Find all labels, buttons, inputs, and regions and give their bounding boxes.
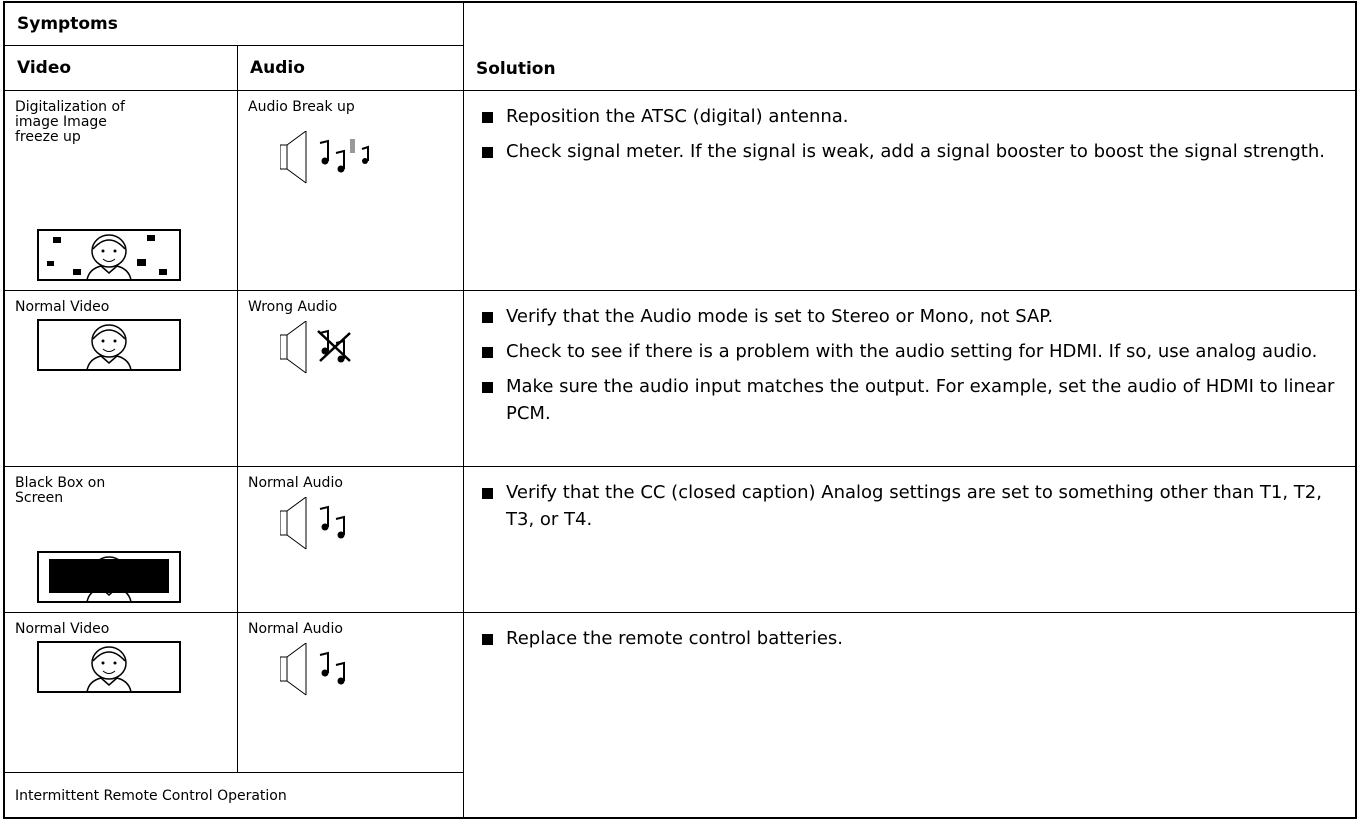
solution-cell: Verify that the CC (closed caption) Anal… <box>463 466 1357 613</box>
audio-text: Audio Break up <box>248 99 355 115</box>
video-cell: Digitalization of image Image freeze up <box>4 90 238 291</box>
solution-item: Verify that the Audio mode is set to Ste… <box>482 303 1336 330</box>
audio-icon <box>280 643 346 696</box>
audio-icon <box>280 321 351 374</box>
audio-text: Normal Audio <box>248 475 343 491</box>
video-icon <box>37 551 181 603</box>
audio-text: Wrong Audio <box>248 299 338 315</box>
video-text: Normal Video <box>15 621 110 637</box>
video-icon <box>37 641 181 693</box>
audio-icon <box>280 131 369 184</box>
header-symptoms: Symptoms <box>4 1 464 46</box>
solution-cell: Replace the remote control batteries. <box>463 612 1357 819</box>
audio-icon <box>280 497 346 550</box>
video-text: Digitalization of image Image freeze up <box>15 99 125 145</box>
solution-item: Verify that the CC (closed caption) Anal… <box>482 479 1336 533</box>
video-text: Normal Video <box>15 299 110 315</box>
video-cell: Black Box on Screen <box>4 466 238 613</box>
header-audio: Audio <box>237 45 464 91</box>
video-cell: Normal Video <box>4 612 238 773</box>
solution-cell: Verify that the Audio mode is set to Ste… <box>463 290 1357 467</box>
solution-cell: Reposition the ATSC (digital) antenna. C… <box>463 90 1357 291</box>
video-icon <box>37 319 181 371</box>
audio-cell: Wrong Audio <box>237 290 464 467</box>
solution-item: Replace the remote control batteries. <box>482 625 1336 652</box>
solution-item: Check to see if there is a problem with … <box>482 338 1336 365</box>
header-solution: Solution <box>463 1 1357 91</box>
solution-item: Reposition the ATSC (digital) antenna. <box>482 103 1336 130</box>
audio-cell: Normal Audio <box>237 466 464 613</box>
audio-text: Normal Audio <box>248 621 343 637</box>
audio-cell: Audio Break up <box>237 90 464 291</box>
solution-item: Make sure the audio input matches the ou… <box>482 373 1336 427</box>
header-video: Video <box>4 45 238 91</box>
solution-item: Check signal meter. If the signal is wea… <box>482 138 1336 165</box>
audio-cell: Normal Audio <box>237 612 464 773</box>
video-text: Black Box on Screen <box>15 475 106 506</box>
video-cell: Normal Video <box>4 290 238 467</box>
note-cell: Intermittent Remote Control Operation <box>4 772 464 819</box>
video-icon <box>37 229 181 281</box>
